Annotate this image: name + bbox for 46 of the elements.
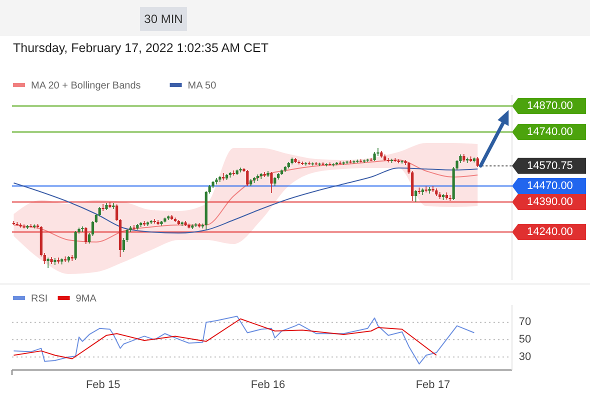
- candlestick: [153, 218, 156, 224]
- candlestick: [325, 162, 328, 167]
- candlestick: [132, 224, 136, 230]
- x-tick-label: Feb 17: [416, 378, 450, 391]
- chart-subtitle: Thursday, February 17, 2022 1:02:35 AM CET: [13, 41, 269, 55]
- candlestick: [246, 170, 249, 186]
- legend-label: MA 20 + Bollinger Bands: [31, 80, 141, 92]
- candlestick: [22, 224, 26, 229]
- candlestick: [270, 172, 273, 194]
- line-series: [13, 316, 475, 364]
- candlestick: [54, 258, 56, 266]
- ref-line-label: 14470.00: [527, 180, 573, 192]
- candlestick: [70, 254, 74, 262]
- y-tick-label: 70: [518, 316, 532, 328]
- candlestick: [298, 160, 300, 165]
- candlestick: [88, 232, 91, 244]
- legend-label: RSI: [31, 294, 48, 305]
- legend-label: 9MA: [76, 294, 97, 305]
- candlestick: [112, 202, 115, 210]
- candlestick: [116, 204, 118, 222]
- candlestick: [424, 186, 428, 193]
- candlestick: [301, 161, 304, 166]
- candlestick: [476, 156, 479, 168]
- x-tick-label: Feb 15: [86, 378, 120, 391]
- candlestick: [239, 167, 242, 173]
- ref-line-label: 14390.00: [527, 196, 573, 208]
- text: 30 MIN: [144, 12, 183, 26]
- ref-line-label: 14570.75: [527, 160, 573, 172]
- candlestick: [232, 170, 235, 176]
- candlestick: [414, 190, 418, 202]
- candlestick: [84, 226, 88, 244]
- ref-line-label: 14240.00: [527, 226, 573, 238]
- candlestick: [356, 159, 359, 164]
- ref-line-label: 14740.00: [527, 126, 573, 138]
- candlestick: [91, 220, 94, 236]
- x-tick-label: Feb 16: [250, 378, 286, 391]
- candlestick: [102, 204, 104, 212]
- candlestick: [448, 194, 452, 202]
- y-tick-label: 30: [518, 350, 532, 363]
- candlestick: [81, 226, 84, 232]
- ref-line-label: 14870.00: [527, 100, 573, 112]
- y-tick-label: 50: [518, 334, 532, 346]
- legend-label: MA 50: [188, 80, 217, 92]
- line-series: [13, 318, 437, 360]
- candlestick: [432, 186, 434, 192]
- candlestick: [46, 257, 50, 268]
